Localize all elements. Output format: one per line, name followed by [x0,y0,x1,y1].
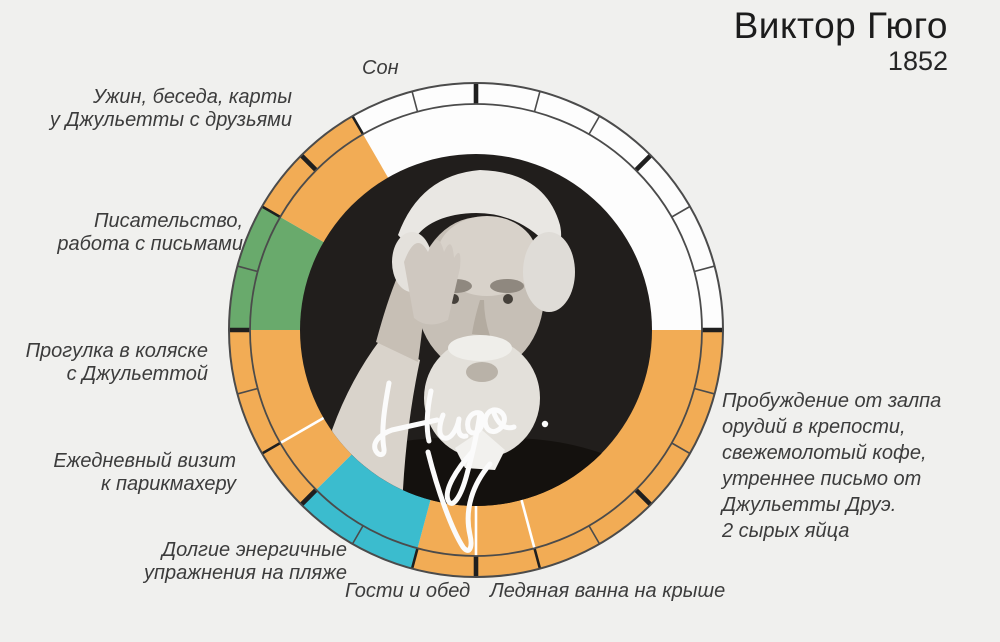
hour-tick [634,488,653,507]
hour-tick [671,205,691,218]
hour-tick [411,91,419,112]
callout-ice-bath: Ледяная ванна на крыше [490,580,726,602]
callout-writing: Писательство, работа с письмами [57,210,243,255]
hour-tick [694,387,715,395]
hour-tick [299,153,318,172]
ring-outer-rim [228,82,724,578]
ring-segment [352,82,723,330]
hour-tick [299,488,318,507]
hour-tick [351,525,364,545]
callout-beach-exercise: Долгие энергичные упражнения на пляже [143,539,347,584]
hour-tick [279,416,326,445]
callout-morning-awakening: Пробуждение от залпа орудий в крепости, … [722,390,942,542]
ring-segments [229,82,723,577]
callout-dinner-cards: Ужин, беседа, карты у Джульетты с друзья… [49,86,292,131]
hour-tick [237,387,258,395]
ring-hour-ticks [229,83,723,577]
hour-tick [671,442,691,455]
hour-tick [410,547,419,569]
ring-segment [262,416,354,505]
ring-segment [301,452,432,569]
hour-tick [634,153,653,172]
ring-segment [262,116,390,244]
title-year: 1852 [887,46,948,76]
ring-segment [412,497,476,577]
callout-guests-lunch: Гости и обед [345,580,471,602]
hour-tick [520,498,536,549]
callout-barber-visit: Ежедневный визит к парикмахеру [53,450,236,495]
hour-tick [588,525,601,545]
hour-tick [261,205,281,219]
page-title: Виктор Гюго [733,5,948,46]
hour-tick [533,91,541,112]
ring-band-divider [249,103,703,557]
hour-tick [533,547,542,569]
hugo-signature [372,380,549,553]
hour-tick [237,265,258,273]
hour-tick [588,115,601,135]
ring-segment [476,497,540,577]
ring-segment [229,330,327,454]
callout-sleep: Сон [362,57,399,79]
ring-segment [229,206,327,330]
ring-segment [520,330,723,569]
hour-tick [694,265,715,273]
hour-tick [261,441,281,455]
title-block: Виктор Гюго 1852 [733,5,948,77]
hour-tick [351,115,365,135]
callout-carriage-ride: Прогулка в коляске с Джульеттой [25,340,208,385]
